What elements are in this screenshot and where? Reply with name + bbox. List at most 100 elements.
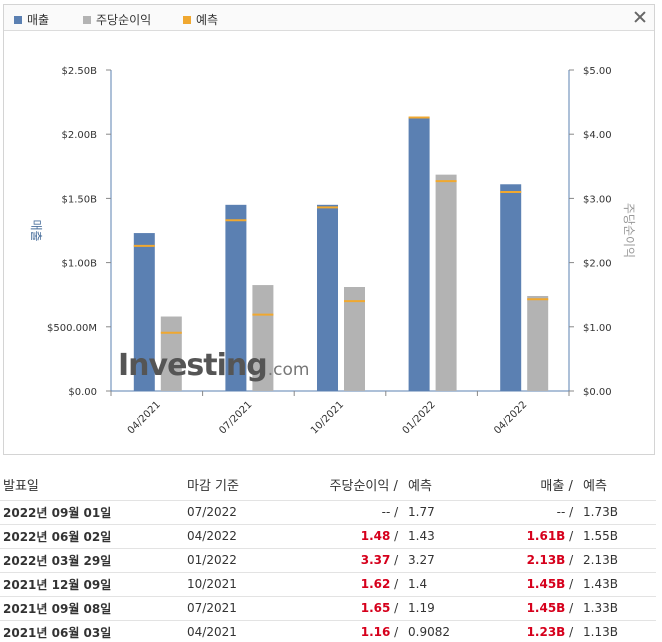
row-eps-cell: -- / <box>285 500 405 525</box>
row-eps-forecast: 1.4 <box>405 572 490 597</box>
row-revenue-forecast: 2.13B <box>580 548 656 573</box>
y-left-tick-label: $2.50B <box>62 66 98 77</box>
row-revenue: 1.61B <box>526 529 566 543</box>
row-rev-sep: / <box>565 577 577 591</box>
header-date[interactable]: 발표일 <box>0 470 185 501</box>
row-date: 2022년 03월 29일 <box>0 548 185 573</box>
row-revenue-forecast: 1.33B <box>580 596 656 621</box>
header-revenue-forecast[interactable]: 예측 <box>580 470 656 501</box>
watermark-suffix: .com <box>267 360 310 380</box>
y-left-tick-label: $1.00B <box>62 259 98 270</box>
header-period[interactable]: 마감 기준 <box>185 470 285 501</box>
row-revenue: 1.45B <box>526 601 566 615</box>
table-row: 2022년 06월 02일 04/2022 1.48 / 1.43 1.61B / 1… <box>0 524 656 549</box>
row-eps-forecast: 1.43 <box>405 524 490 549</box>
y-right-tick-label: $5.00 <box>583 66 612 77</box>
row-period: 01/2022 <box>185 548 285 573</box>
row-period: 04/2021 <box>185 620 285 642</box>
table-header-row: 발표일 마감 기준 주당순이익 / 예측 매출 / 예측 <box>0 470 656 501</box>
row-revenue-cell: 1.45B / <box>490 572 580 597</box>
x-tick-label: 10/2021 <box>309 399 346 436</box>
row-eps-sep: / <box>390 625 402 639</box>
legend-item-eps[interactable]: 주당순이익 <box>83 11 151 28</box>
row-period: 10/2021 <box>185 572 285 597</box>
x-tick-label: 07/2021 <box>217 399 254 436</box>
row-revenue: -- <box>556 505 566 519</box>
row-eps-forecast: 1.19 <box>405 596 490 621</box>
row-revenue-forecast: 1.43B <box>580 572 656 597</box>
row-date: 2021년 12월 09일 <box>0 572 185 597</box>
chart-panel: 매출 주당순이익 예측 $0.00 $500.00M $1.00B $1.50B $2.… <box>3 4 655 455</box>
table-row: 2022년 03월 29일 01/2022 3.37 / 3.27 2.13B / 2… <box>0 548 656 573</box>
row-period: 07/2021 <box>185 596 285 621</box>
x-tick-label: 04/2022 <box>492 399 529 436</box>
bar-revenue <box>225 204 247 391</box>
row-eps-sep: / <box>390 553 402 567</box>
bar-revenue <box>133 233 155 391</box>
header-rev-sep: / <box>564 479 577 495</box>
row-date: 2021년 06월 03일 <box>0 620 185 642</box>
legend-swatch-revenue <box>14 15 22 24</box>
row-eps: 1.48 <box>360 529 391 543</box>
chart-plot: $0.00 $500.00M $1.00B $1.50B $2.00B $2.50B $0.… <box>29 66 636 436</box>
header-eps-label: 주당순이익 <box>329 479 390 495</box>
y-axis-left-title: 매출 <box>29 219 43 241</box>
bar-eps <box>160 316 182 391</box>
row-eps-cell: 1.16 / <box>285 620 405 642</box>
row-eps-forecast: 0.9082 <box>405 620 490 642</box>
row-eps-sep: / <box>390 529 402 543</box>
row-revenue: 1.45B <box>526 577 566 591</box>
row-revenue: 1.23B <box>526 625 566 639</box>
row-eps-cell: 3.37 / <box>285 548 405 573</box>
row-eps-sep: / <box>390 601 402 615</box>
row-eps: 1.62 <box>360 577 391 591</box>
row-revenue-forecast: 1.55B <box>580 524 656 549</box>
row-rev-sep: / <box>565 553 577 567</box>
header-revenue[interactable]: 매출 / <box>490 470 580 501</box>
y-left-tick-label: $1.50B <box>62 194 98 205</box>
bar-revenue <box>408 117 430 392</box>
y-left-tick-label: $500.00M <box>47 323 97 334</box>
row-rev-sep: / <box>565 601 577 615</box>
earnings-table: 발표일 마감 기준 주당순이익 / 예측 매출 / 예측 2022년 09월 0… <box>0 470 656 642</box>
row-eps: 1.65 <box>360 601 391 615</box>
investing-watermark: Investing .com <box>118 348 309 383</box>
legend-item-forecast[interactable]: 예측 <box>183 11 218 28</box>
row-revenue: 2.13B <box>526 553 566 567</box>
bar-revenue <box>317 204 338 391</box>
table-row: 2021년 09월 08일 07/2021 1.65 / 1.19 1.45B / 1… <box>0 596 656 621</box>
y-left-tick-label: $2.00B <box>62 130 98 141</box>
legend-swatch-eps <box>83 15 91 24</box>
row-revenue-forecast: 1.73B <box>580 500 656 525</box>
header-eps[interactable]: 주당순이익 / <box>285 470 405 501</box>
row-date: 2022년 09월 01일 <box>0 500 185 525</box>
y-right-tick-label: $1.00 <box>583 323 612 334</box>
row-period: 07/2022 <box>185 500 285 525</box>
table-body: 2022년 09월 01일 07/2022 -- / 1.77 -- / 1.73B 2… <box>0 500 656 642</box>
row-revenue-cell: 2.13B / <box>490 548 580 573</box>
legend-label-revenue: 매출 <box>27 13 50 27</box>
row-eps-forecast: 3.27 <box>405 548 490 573</box>
y-left-tick-label: $0.00 <box>68 387 97 398</box>
header-eps-forecast[interactable]: 예측 <box>405 470 490 501</box>
row-eps-forecast: 1.77 <box>405 500 490 525</box>
row-revenue-cell: 1.61B / <box>490 524 580 549</box>
y-axis-right-title: 주당순이익 <box>622 203 636 258</box>
x-tick-label: 04/2021 <box>126 399 163 436</box>
table-row: 2022년 09월 01일 07/2022 -- / 1.77 -- / 1.73B <box>0 500 656 525</box>
legend: 매출 주당순이익 예측 <box>4 5 654 31</box>
row-revenue-cell: 1.45B / <box>490 596 580 621</box>
row-rev-sep: / <box>565 625 577 639</box>
legend-item-revenue[interactable]: 매출 <box>14 11 49 28</box>
row-revenue-forecast: 1.13B <box>580 620 656 642</box>
bar-eps <box>527 295 549 391</box>
table-row: 2021년 06월 03일 04/2021 1.16 / 0.9082 1.23B /… <box>0 620 656 642</box>
y-right-tick-label: $4.00 <box>583 130 612 141</box>
row-rev-sep: / <box>565 529 577 543</box>
y-right-tick-label: $2.00 <box>583 259 612 270</box>
row-eps: 3.37 <box>360 553 391 567</box>
header-revenue-label: 매출 <box>540 479 565 495</box>
table-row: 2021년 12월 09일 10/2021 1.62 / 1.4 1.45B / 1.… <box>0 572 656 597</box>
row-revenue-cell: 1.23B / <box>490 620 580 642</box>
row-eps: 1.16 <box>360 625 391 639</box>
